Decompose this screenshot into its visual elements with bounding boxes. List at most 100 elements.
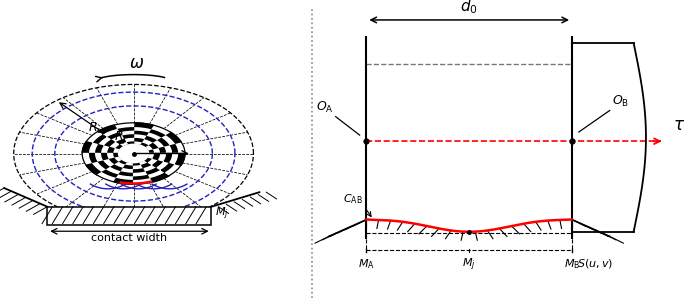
Polygon shape [134,141,142,145]
Polygon shape [125,141,134,145]
Polygon shape [116,175,134,181]
Polygon shape [105,132,121,139]
Polygon shape [151,173,170,182]
Text: $R_j$: $R_j$ [114,129,127,146]
Polygon shape [134,162,142,166]
Text: contact width: contact width [91,233,167,243]
Polygon shape [97,173,116,182]
Polygon shape [114,123,134,128]
Polygon shape [106,147,114,154]
Polygon shape [153,147,161,154]
Polygon shape [134,179,153,184]
Polygon shape [153,139,164,147]
Polygon shape [153,160,164,168]
Polygon shape [144,135,157,142]
Polygon shape [114,145,123,150]
Polygon shape [164,145,173,154]
Polygon shape [114,157,123,162]
Polygon shape [82,142,92,154]
Polygon shape [86,164,101,175]
Text: $O_\mathrm{B}$: $O_\mathrm{B}$ [612,94,629,109]
Polygon shape [116,126,134,132]
Polygon shape [86,132,101,143]
Polygon shape [166,132,181,143]
Polygon shape [101,170,119,179]
Polygon shape [100,154,108,161]
Text: $C_\mathrm{AB}$: $C_\mathrm{AB}$ [343,192,363,206]
Polygon shape [134,165,144,170]
Polygon shape [134,137,144,142]
Polygon shape [157,161,170,170]
Text: $M_j$: $M_j$ [462,257,476,273]
Polygon shape [164,154,173,162]
Text: $\omega$: $\omega$ [129,54,145,72]
Polygon shape [134,172,149,177]
Polygon shape [103,139,114,147]
Polygon shape [144,165,157,172]
Polygon shape [119,160,128,165]
Polygon shape [121,169,134,173]
Polygon shape [108,158,119,165]
Polygon shape [162,162,175,173]
Polygon shape [170,143,179,154]
Polygon shape [157,137,170,146]
Polygon shape [97,161,110,170]
Polygon shape [82,154,92,165]
Polygon shape [134,126,151,132]
Polygon shape [103,160,114,168]
Bar [47,207,212,225]
Polygon shape [112,154,120,158]
Text: $O_\mathrm{A}$: $O_\mathrm{A}$ [316,100,334,115]
Polygon shape [147,154,155,158]
Polygon shape [149,158,159,165]
Text: $R_\omega$: $R_\omega$ [88,121,105,136]
Text: $\tau$: $\tau$ [673,115,685,134]
Polygon shape [88,154,97,164]
Polygon shape [170,154,179,164]
Polygon shape [149,128,166,137]
Polygon shape [110,135,123,142]
Polygon shape [92,162,105,173]
Polygon shape [145,145,153,150]
Polygon shape [119,142,128,147]
Polygon shape [123,165,134,170]
Polygon shape [149,170,166,179]
Polygon shape [142,138,153,145]
Polygon shape [134,134,147,138]
Polygon shape [105,168,121,175]
Polygon shape [139,160,149,165]
Polygon shape [175,154,185,165]
Polygon shape [101,128,119,137]
Text: $S(u,v)$: $S(u,v)$ [0,186,1,200]
Polygon shape [123,137,134,142]
Polygon shape [88,143,97,154]
Polygon shape [92,134,105,145]
Polygon shape [119,172,134,177]
Polygon shape [106,154,114,160]
Polygon shape [110,165,123,172]
Polygon shape [153,154,161,160]
Polygon shape [162,134,175,145]
Text: $S(u,v)$: $S(u,v)$ [577,257,614,270]
Ellipse shape [119,144,149,163]
Polygon shape [114,138,125,145]
Text: $d_0$: $d_0$ [460,0,478,16]
Text: $M_j$: $M_j$ [215,206,229,223]
Polygon shape [159,146,166,154]
Polygon shape [139,142,149,147]
Polygon shape [112,149,120,154]
Polygon shape [95,145,103,154]
Polygon shape [142,162,153,169]
Polygon shape [121,134,134,138]
Polygon shape [149,142,159,149]
Polygon shape [134,123,153,128]
Polygon shape [108,142,119,149]
Polygon shape [114,179,134,184]
Polygon shape [145,157,153,162]
Polygon shape [134,130,149,135]
Polygon shape [97,137,110,146]
Text: $M_\mathrm{B}$: $M_\mathrm{B}$ [564,257,580,271]
Polygon shape [134,169,147,173]
Polygon shape [100,146,108,154]
Polygon shape [166,164,181,175]
